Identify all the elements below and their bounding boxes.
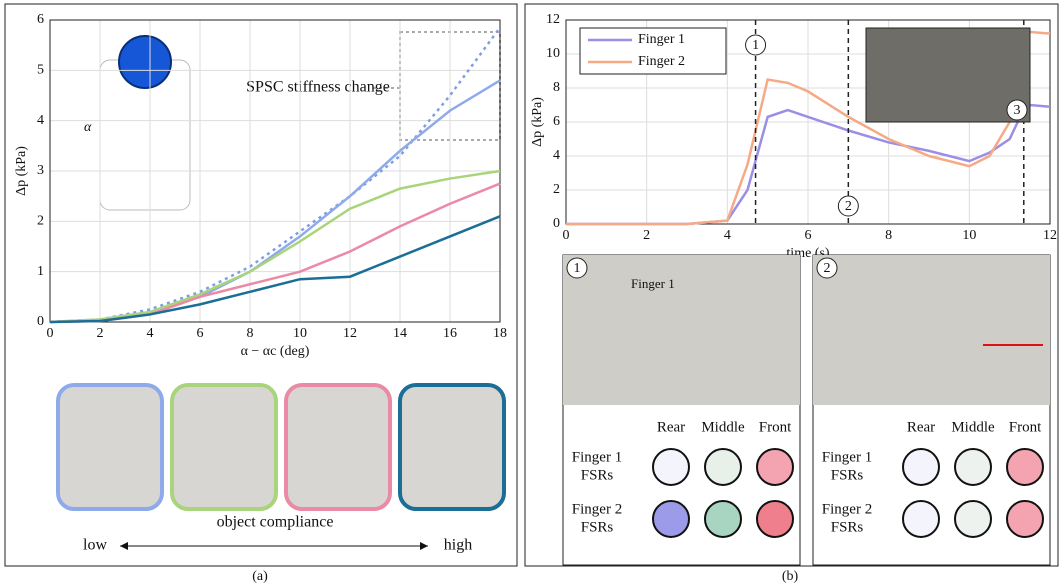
x-tick-label: 4 [147, 326, 154, 341]
x-tick-label: 8 [247, 326, 254, 341]
x-tick-label: 18 [493, 326, 507, 341]
y-axis-label: Δp (kPa) [14, 146, 29, 196]
legend-label: Finger 2 [638, 54, 685, 69]
y-tick-label: 2 [37, 214, 44, 229]
photo-number: 2 [824, 261, 831, 276]
low-label: low [83, 537, 107, 554]
inset-photo [866, 28, 1030, 122]
fsr-indicator [757, 501, 793, 537]
panel-label: (a) [252, 569, 268, 584]
y-tick-label: 6 [553, 114, 560, 129]
fsr-indicator [903, 449, 939, 485]
x-tick-label: 2 [643, 228, 650, 243]
grasp-photo [813, 255, 1050, 405]
fsr-indicator [903, 501, 939, 537]
x-tick-label: 0 [47, 326, 54, 341]
row-label: FSRs [831, 519, 864, 535]
x-tick-label: 4 [724, 228, 731, 243]
fsr-indicator [705, 449, 741, 485]
panel-label: (b) [782, 569, 799, 584]
x-tick-label: 2 [97, 326, 104, 341]
column-header: Middle [701, 419, 745, 435]
column-header: Front [1009, 419, 1042, 435]
x-tick-label: 12 [1043, 228, 1057, 243]
x-tick-label: 8 [885, 228, 892, 243]
x-tick-label: 6 [805, 228, 812, 243]
object-icon [119, 36, 171, 88]
y-tick-label: 4 [553, 148, 560, 163]
column-header: Middle [951, 419, 995, 435]
figure: (a) (b) object compliance low high α SPSC… [0, 0, 1063, 585]
y-axis-label: Δp (kPa) [530, 97, 545, 147]
grasp-photo [563, 255, 800, 405]
event-number: 1 [752, 38, 759, 53]
row-label: FSRs [831, 467, 864, 483]
x-tick-label: 10 [293, 326, 307, 341]
event-number: 2 [845, 199, 852, 214]
y-tick-label: 12 [546, 12, 560, 27]
row-label: Finger 1 [572, 449, 622, 465]
x-tick-label: 6 [197, 326, 204, 341]
row-label: Finger 1 [822, 449, 872, 465]
legend-label: Finger 1 [638, 32, 685, 47]
fsr-indicator [757, 449, 793, 485]
fsr-indicator [955, 501, 991, 537]
row-label: Finger 2 [822, 501, 872, 517]
y-tick-label: 4 [37, 113, 44, 128]
column-header: Rear [657, 419, 685, 435]
object-photo [400, 385, 504, 509]
y-tick-label: 5 [37, 63, 44, 78]
row-label: FSRs [581, 467, 614, 483]
x-tick-label: 14 [393, 326, 407, 341]
y-tick-label: 6 [37, 12, 44, 27]
object-photo [172, 385, 276, 509]
y-tick-label: 8 [553, 80, 560, 95]
fsr-indicator [653, 501, 689, 537]
alpha-label: α [84, 120, 92, 135]
x-axis-label: α − αc (deg) [241, 344, 310, 359]
row-label: Finger 2 [572, 501, 622, 517]
fsr-indicator [705, 501, 741, 537]
y-tick-label: 0 [37, 314, 44, 329]
fsr-indicator [1007, 449, 1043, 485]
caption: object compliance [217, 514, 334, 531]
high-label: high [444, 537, 472, 554]
y-tick-label: 0 [553, 216, 560, 231]
column-header: Rear [907, 419, 935, 435]
annotation: SPSC stiffness change [246, 79, 390, 96]
column-header: Front [759, 419, 792, 435]
y-tick-label: 3 [37, 163, 44, 178]
finger-label: Finger 1 [631, 276, 675, 291]
fsr-indicator [955, 449, 991, 485]
y-tick-label: 1 [37, 264, 44, 279]
x-tick-label: 16 [443, 326, 457, 341]
x-tick-label: 10 [962, 228, 976, 243]
row-label: FSRs [581, 519, 614, 535]
object-photo [286, 385, 390, 509]
fsr-indicator [653, 449, 689, 485]
y-tick-label: 10 [546, 46, 560, 61]
x-tick-label: 12 [343, 326, 357, 341]
y-tick-label: 2 [553, 182, 560, 197]
fsr-indicator [1007, 501, 1043, 537]
x-tick-label: 0 [563, 228, 570, 243]
event-number: 3 [1014, 103, 1021, 118]
photo-number: 1 [574, 261, 581, 276]
object-photo [58, 385, 162, 509]
